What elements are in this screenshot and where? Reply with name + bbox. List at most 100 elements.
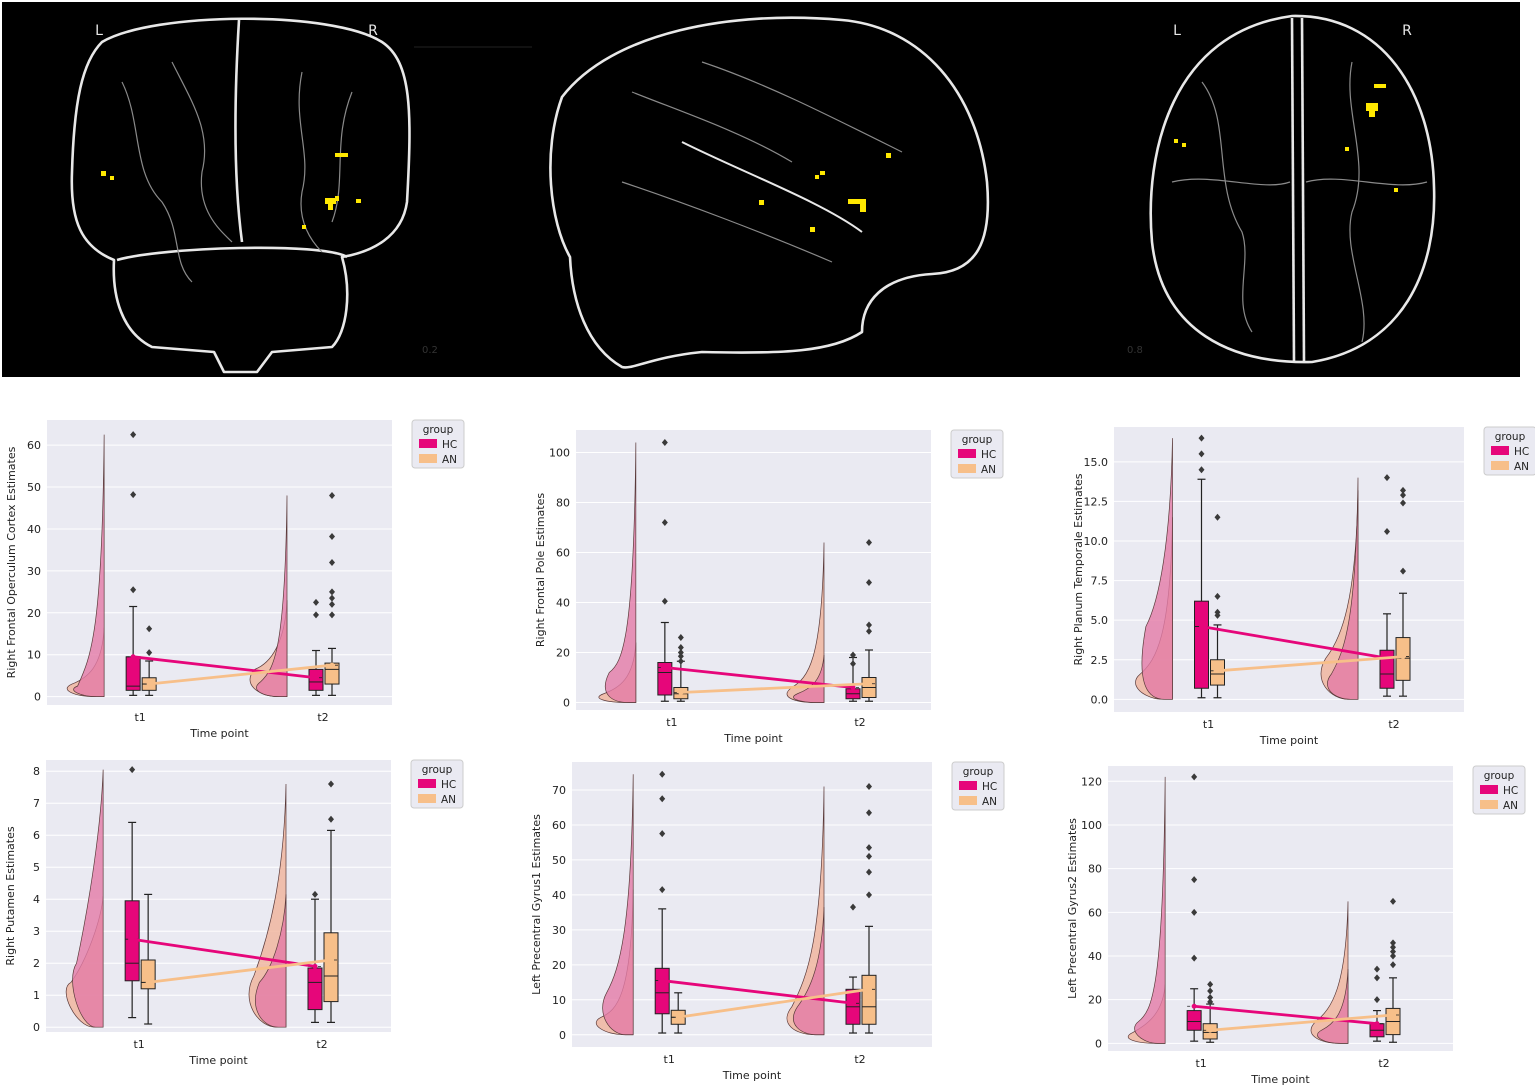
y-tick-label: 0	[559, 1029, 566, 1042]
outlier-AN-t2	[1390, 948, 1396, 956]
legend-label-AN: AN	[981, 464, 996, 476]
mean-line-AN	[677, 987, 870, 1019]
outlier-AN-t1	[677, 657, 684, 665]
legend-label-HC: HC	[442, 439, 457, 451]
x-axis-label: Time point	[189, 727, 249, 740]
outlier-AN-t1	[1207, 998, 1214, 1006]
mean-point-AN-t1	[678, 690, 684, 695]
x-axis-label: Time point	[723, 732, 783, 745]
outlier-AN-t2	[329, 491, 335, 499]
axial-right-letter: R	[1402, 23, 1412, 39]
x-tick-label-t2: t2	[317, 711, 328, 724]
mean-point-HC-t1	[662, 665, 668, 670]
y-tick-label: 0.0	[1091, 693, 1109, 706]
violin-HC-t1	[73, 434, 105, 697]
activation-blobs	[101, 84, 1398, 232]
violin-HC-t2	[793, 654, 825, 703]
outlier-AN-t1	[677, 644, 684, 651]
outlier-HC-t1	[130, 431, 137, 439]
violin-HC-t1	[1134, 776, 1166, 1044]
legend-label-AN: AN	[982, 796, 997, 808]
outlier-HC-t2	[1374, 974, 1380, 982]
x-tick-label-t2: t2	[1378, 1057, 1389, 1070]
x-tick-label-t2: t2	[854, 1053, 865, 1066]
outlier-AN-t2	[866, 627, 872, 635]
outlier-HC-t1	[1198, 466, 1205, 474]
legend-label-HC: HC	[981, 449, 996, 461]
outlier-AN-t2	[329, 600, 335, 608]
coronal-brain-outline	[70, 17, 411, 374]
outlier-AN-t2	[1400, 491, 1406, 499]
mean-point-AN-t2	[328, 957, 334, 963]
outlier-AN-t2	[1390, 897, 1396, 905]
outlier-HC-t1	[1191, 876, 1198, 884]
legend-swatch-HC	[1480, 785, 1498, 794]
outlier-HC-t1	[1191, 908, 1198, 916]
mean-line-AN	[1217, 655, 1404, 673]
mean-point-AN-t1	[146, 681, 152, 687]
legend-swatch-AN	[958, 464, 976, 473]
mean-point-AN-t1	[145, 979, 151, 985]
mean-point-HC-t1	[1199, 624, 1204, 629]
mean-point-HC-t2	[850, 685, 856, 690]
outlier-HC-t1	[659, 830, 666, 838]
x-tick-label-t2: t2	[1388, 718, 1399, 731]
y-axis-label: Left Precentral Gyrus2 Estimates	[1066, 818, 1079, 999]
violin-HC-t2	[793, 907, 825, 1036]
x-tick-label-t2: t2	[854, 716, 865, 729]
legend-label-HC: HC	[1514, 446, 1529, 458]
legend-title: group	[1495, 431, 1526, 443]
outlier-HC-t1	[659, 770, 666, 778]
outlier-AN-t1	[1214, 513, 1221, 521]
axial-left-letter: L	[1173, 23, 1181, 39]
outlier-HC-t2	[1374, 996, 1380, 1004]
outlier-AN-t2	[1400, 567, 1406, 575]
y-tick-label: 10	[27, 649, 41, 662]
mean-point-HC-t2	[850, 1000, 856, 1006]
mean-line-HC	[1201, 625, 1388, 660]
y-tick-label: 7	[33, 797, 40, 810]
outlier-AN-t2	[866, 891, 872, 899]
plot-frontal-operculum: 0 10 20 30 40 50 60 t1 t2 Time point Right Frontal…	[0, 395, 510, 745]
y-tick-label: 12.5	[1084, 495, 1109, 508]
y-tick-label: 2	[33, 957, 40, 970]
outlier-AN-t2	[1390, 961, 1396, 969]
y-tick-label: 3	[33, 925, 40, 938]
coronal-left-letter: L	[95, 23, 103, 39]
legend-title: group	[423, 424, 454, 436]
outlier-AN-t2	[866, 868, 872, 876]
y-axis-label: Right Putamen Estimates	[4, 826, 17, 965]
outlier-HC-t1	[661, 597, 668, 605]
legend-swatch-AN	[419, 454, 437, 463]
outlier-AN-t2	[866, 621, 872, 629]
outlier-HC-t1	[1191, 773, 1198, 781]
outlier-AN-t2	[866, 579, 872, 586]
y-tick-label: 0	[563, 697, 570, 710]
outlier-AN-t2	[1390, 952, 1396, 960]
legend-swatch-AN	[959, 796, 977, 805]
mean-point-HC-t1	[659, 978, 665, 984]
y-tick-label: 30	[552, 924, 566, 937]
y-tick-label: 70	[552, 784, 566, 797]
x-axis-label: Time point	[188, 1054, 248, 1067]
violin-HC-t1	[1141, 438, 1173, 700]
x-axis-label: Time point	[1259, 734, 1319, 747]
y-tick-label: 2.5	[1091, 654, 1109, 667]
y-tick-label: 30	[27, 565, 41, 578]
legend-swatch-HC	[959, 781, 977, 790]
mean-line-AN	[147, 958, 332, 984]
violin-HC-t2	[256, 495, 288, 697]
y-axis-label: Right Planum Temporale Estimates	[1072, 473, 1085, 665]
y-tick-label: 80	[556, 497, 570, 510]
mean-point-HC-t1	[130, 654, 136, 660]
colorbar-label-2: 0.8	[1127, 345, 1143, 356]
y-tick-label: 40	[1088, 950, 1102, 963]
outlier-HC-t2	[1384, 528, 1390, 535]
plot-putamen: 0 1 2 3 4 5 6 7 8 t1 t2 Time point Right Putamen Est…	[0, 748, 510, 1073]
plot-planum-temporale: 0.0 2.5 5.0 7.5 10.0 12.5 15.0 t1 t2 Time point Ri…	[1058, 412, 1535, 747]
legend-swatch-AN	[1491, 461, 1509, 470]
outlier-AN-t1	[677, 649, 684, 656]
y-tick-label: 60	[552, 819, 566, 832]
outlier-HC-t2	[850, 660, 856, 668]
axial-midline-2	[1300, 17, 1306, 363]
